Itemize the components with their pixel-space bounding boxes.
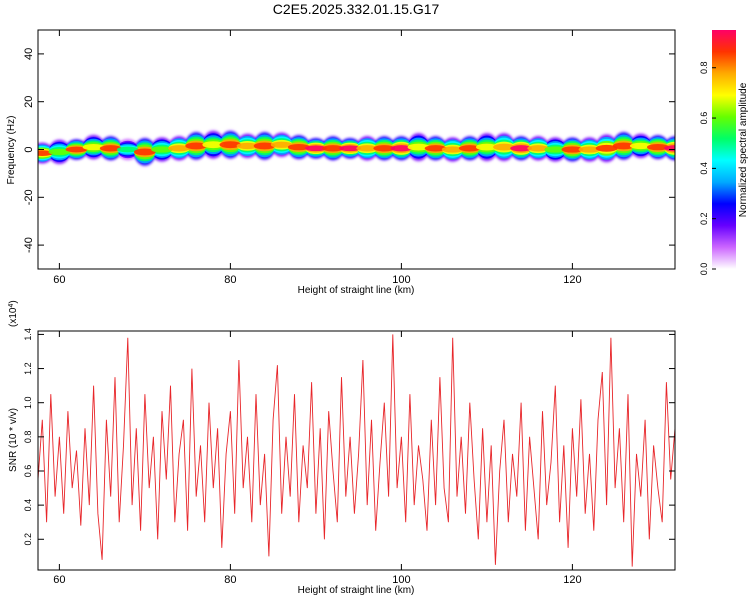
ridge-cell xyxy=(407,143,430,151)
ridge-cell xyxy=(339,145,361,152)
height-axis-ticks-top: 60 80 100 120 xyxy=(53,30,582,286)
y-tick-label: 0.2 xyxy=(23,533,33,546)
ridge-cell xyxy=(493,143,515,151)
y-tick-label: 1.2 xyxy=(23,362,33,375)
snr-multiplier: (x104) xyxy=(8,300,20,327)
x-tick-label: 60 xyxy=(53,574,65,586)
ridge-cell xyxy=(578,146,601,153)
y-tick-label: 0.6 xyxy=(23,465,33,478)
colorbar-ticks: 0.0 0.2 0.4 0.6 0.8 xyxy=(699,61,716,275)
y-tick-label: -40 xyxy=(23,237,35,253)
y-tick-label: 1.4 xyxy=(23,328,33,341)
frequency-axis-ticks: 40 20 0 -20 -40 xyxy=(23,48,675,253)
ridge-cell xyxy=(82,143,105,151)
snr-axis-label: SNR (10 * v/v) xyxy=(8,408,19,472)
snr-series-line xyxy=(38,334,675,567)
ridge-cell xyxy=(544,146,567,153)
ridge-cell xyxy=(356,145,379,152)
ridge-cell xyxy=(116,146,139,153)
y-tick-label: 0.8 xyxy=(23,431,33,444)
ridge-cell xyxy=(373,145,396,152)
ridge-cell xyxy=(168,145,190,152)
ridge-cell xyxy=(475,143,498,151)
cb-tick-label: 0.4 xyxy=(699,162,709,175)
ridge-cell xyxy=(527,145,550,152)
ridge-cell xyxy=(270,141,293,148)
height-axis-label-top: Height of straight line (km) xyxy=(298,285,415,296)
ridge-cell xyxy=(424,145,447,152)
ridge-cell xyxy=(441,146,464,153)
cb-tick-label: 0.6 xyxy=(699,112,709,125)
y-tick-label: 1.0 xyxy=(23,396,33,409)
ridge-cell xyxy=(561,146,584,153)
ridge-cell xyxy=(304,145,327,152)
y-tick-label: 40 xyxy=(23,48,35,60)
ridge-cell xyxy=(202,141,225,149)
ridge-cell xyxy=(629,142,652,150)
ridge-cell xyxy=(510,145,532,152)
colorbar: 0.0 0.2 0.4 0.6 0.8 Normalized spectral ampl… xyxy=(699,30,749,275)
x-tick-label: 100 xyxy=(392,274,410,286)
ridge-cell xyxy=(612,142,635,150)
ridge-cell xyxy=(65,146,88,153)
colorbar-label: Normalized spectral amplitude xyxy=(738,82,749,217)
snr-line xyxy=(38,334,675,567)
ridge-cell xyxy=(322,145,344,152)
ridge-cell xyxy=(151,146,173,153)
y-tick-label: 20 xyxy=(23,96,35,108)
x-tick-label: 120 xyxy=(563,274,581,286)
y-tick-label: 0 xyxy=(23,146,35,152)
x-tick-label: 100 xyxy=(392,574,410,586)
x-tick-label: 80 xyxy=(224,574,236,586)
ridge-cell xyxy=(99,145,122,152)
ridge-cell xyxy=(595,144,618,152)
ridge-cell xyxy=(287,143,310,151)
snr-multiplier-close: ) xyxy=(8,300,19,303)
spectrogram-panel: 40 20 0 -20 -40 60 80 100 120 Frequency (Hz) He… xyxy=(6,29,676,296)
ridge-cell xyxy=(458,145,481,152)
x-tick-label: 60 xyxy=(53,274,65,286)
cb-tick-label: 0.2 xyxy=(699,212,709,225)
height-axis-ticks-bottom: 60 80 100 120 xyxy=(53,331,582,586)
height-axis-label-bottom: Height of straight line (km) xyxy=(298,585,415,596)
ridge-cell xyxy=(253,142,276,150)
y-tick-label: 0.4 xyxy=(23,499,33,512)
ridge-cell xyxy=(133,148,156,156)
y-tick-label: -20 xyxy=(23,189,35,205)
x-tick-label: 80 xyxy=(224,274,236,286)
snr-frame xyxy=(37,330,676,571)
ridge-cell xyxy=(390,145,413,152)
frequency-axis-label: Frequency (Hz) xyxy=(6,116,17,185)
ridge-cell xyxy=(48,148,71,156)
x-tick-label: 120 xyxy=(563,574,581,586)
snr-multiplier-exponent: 4 xyxy=(8,304,15,308)
snr-multiplier-base: (x10 xyxy=(8,307,19,327)
colorbar-gradient xyxy=(712,30,736,269)
spectral-ridge xyxy=(38,129,675,168)
figure-title: C2E5.2025.332.01.15.G17 xyxy=(273,1,440,17)
ridge-cell xyxy=(219,141,242,149)
cb-tick-label: 0.8 xyxy=(699,61,709,74)
cb-tick-label: 0.0 xyxy=(699,263,709,276)
ridge-cell xyxy=(185,142,208,150)
ridge-cell xyxy=(236,142,259,150)
snr-panel: 0.2 0.4 0.6 0.8 1.0 1.2 1.4 60 80 100 120 SNR (10… xyxy=(8,300,676,596)
ridge-cell xyxy=(646,143,669,151)
snr-axis-ticks: 0.2 0.4 0.6 0.8 1.0 1.2 1.4 xyxy=(23,328,675,546)
